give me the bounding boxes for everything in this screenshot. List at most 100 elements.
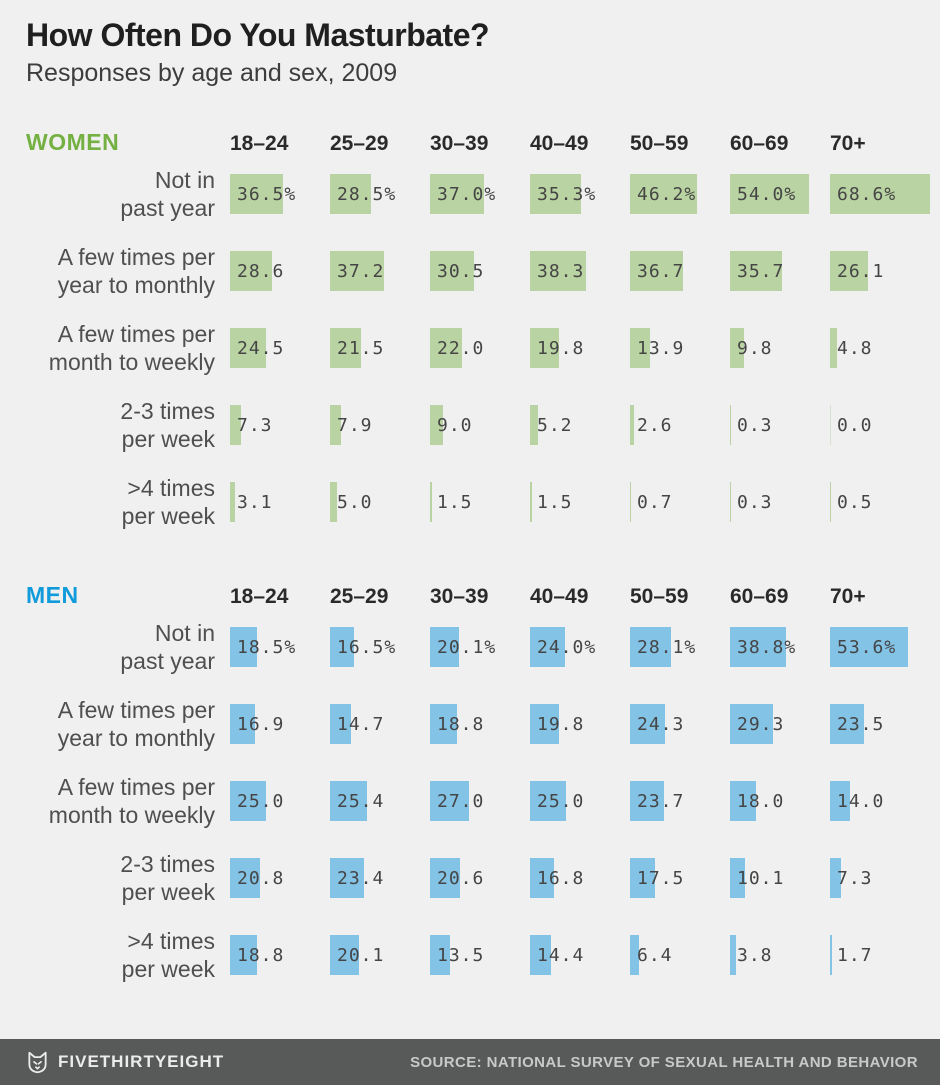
bar — [830, 328, 837, 369]
bar-value: 20.8 — [237, 868, 285, 890]
age-group-header: 18–24 — [230, 132, 289, 156]
bar-cell: 21.5 — [330, 328, 430, 369]
bar — [330, 704, 352, 745]
bar — [630, 704, 666, 745]
row-cells: 18.5% 16.5% 20.1% 24.0% 28.1% 38.8% 53.6% — [230, 627, 930, 668]
row-cells: 3.1 5.0 1.5 1.5 0.7 0.3 0.5 — [230, 482, 930, 523]
row-cells: 16.9 14.7 18.8 19.8 24.3 29.3 23.5 — [230, 704, 930, 745]
section-label-women: WOMEN — [26, 129, 120, 156]
bar-cell: 13.9 — [630, 328, 730, 369]
bar — [830, 704, 865, 745]
bar-cell: 24.3 — [630, 704, 730, 745]
age-group-header: 30–39 — [430, 132, 489, 156]
bar-cell: 5.2 — [530, 405, 630, 446]
bar — [230, 627, 257, 668]
row-label: 2-3 times per week — [120, 850, 215, 906]
bar-cell: 1.7 — [830, 935, 930, 976]
bar-cell: 20.1% — [430, 627, 530, 668]
bar — [530, 174, 582, 215]
bar-cell: 18.8 — [230, 935, 330, 976]
age-group-header: 40–49 — [530, 132, 589, 156]
bar-cell: 18.5% — [230, 627, 330, 668]
section-label-men: MEN — [26, 582, 79, 609]
row-label: Not in past year — [120, 619, 215, 675]
age-group-header: 60–69 — [730, 132, 789, 156]
table-row: >4 times per week 18.8 20.1 13.5 14.4 6.4 3.8 1.… — [0, 925, 940, 1002]
bar-value: 9.0 — [437, 415, 473, 437]
bar — [430, 482, 433, 523]
bar-value: 20.6 — [437, 868, 485, 890]
bar — [430, 251, 475, 292]
row-label: Not in past year — [120, 166, 215, 222]
bar-value: 0.5 — [837, 492, 873, 514]
bar — [530, 858, 555, 899]
bar — [730, 405, 732, 446]
bar — [630, 405, 634, 446]
age-group-header: 50–59 — [630, 585, 689, 609]
fivethirtyeight-fox-icon — [28, 1051, 47, 1073]
bar — [230, 174, 284, 215]
bar-value: 28.5% — [337, 184, 397, 206]
row-label: A few times per year to monthly — [57, 696, 215, 752]
bar — [530, 251, 586, 292]
bar-value: 16.9 — [237, 714, 285, 736]
bar-value: 19.8 — [537, 714, 585, 736]
bar-cell: 6.4 — [630, 935, 730, 976]
bar-value: 1.7 — [837, 945, 873, 967]
bar — [830, 405, 832, 446]
bar-cell: 28.6 — [230, 251, 330, 292]
bar-value: 18.8 — [237, 945, 285, 967]
bar — [830, 251, 868, 292]
bar — [430, 935, 450, 976]
bar-value: 24.5 — [237, 338, 285, 360]
bar-cell: 68.6% — [830, 174, 930, 215]
brand-name: FIVETHIRTYEIGHT — [58, 1052, 225, 1071]
bar-value: 6.4 — [637, 945, 673, 967]
bar-value: 0.3 — [737, 492, 773, 514]
bar-cell: 0.5 — [830, 482, 930, 523]
chart-title: How Often Do You Masturbate? — [26, 17, 490, 53]
bar-cell: 5.0 — [330, 482, 430, 523]
bar — [630, 328, 651, 369]
bar-value: 37.2 — [337, 261, 385, 283]
bar — [630, 935, 640, 976]
bar-value: 36.5% — [237, 184, 297, 206]
bar-cell: 24.0% — [530, 627, 630, 668]
bar — [530, 328, 559, 369]
bar — [230, 704, 255, 745]
bar-cell: 24.5 — [230, 328, 330, 369]
bar — [530, 405, 538, 446]
bar-value: 28.1% — [637, 637, 697, 659]
bar — [330, 482, 338, 523]
bar-value: 18.8 — [437, 714, 485, 736]
row-cells: 20.8 23.4 20.6 16.8 17.5 10.1 7.3 — [230, 858, 930, 899]
bar-cell: 0.0 — [830, 405, 930, 446]
bar — [630, 781, 665, 822]
bar-cell: 30.5 — [430, 251, 530, 292]
bar-value: 0.7 — [637, 492, 673, 514]
bar-cell: 25.0 — [530, 781, 630, 822]
age-group-header: 70+ — [830, 585, 866, 609]
bar — [830, 781, 851, 822]
bar-value: 35.3% — [537, 184, 597, 206]
section-women: WOMEN 18–24 25–29 30–39 40–49 50–59 60–69 70+ No… — [0, 126, 940, 549]
bar — [730, 935, 736, 976]
bar — [830, 935, 833, 976]
table-row: Not in past year 36.5% 28.5% 37.0% 35.3% 46.2%… — [0, 164, 940, 241]
bar-value: 29.3 — [737, 714, 785, 736]
bar-value: 38.3 — [537, 261, 585, 283]
bar-value: 46.2% — [637, 184, 697, 206]
table-row: A few times per month to weekly 25.0 25.4 27… — [0, 771, 940, 848]
bar-value: 14.0 — [837, 791, 885, 813]
bar-value: 23.7 — [637, 791, 685, 813]
bar-cell: 19.8 — [530, 704, 630, 745]
chart-subtitle: Responses by age and sex, 2009 — [26, 59, 398, 88]
bar — [330, 405, 342, 446]
table-row: >4 times per week 3.1 5.0 1.5 1.5 0.7 0.3 0.5 — [0, 472, 940, 549]
bar — [530, 935, 551, 976]
bar-value: 20.1 — [337, 945, 385, 967]
bar-cell: 3.8 — [730, 935, 830, 976]
bar-cell: 27.0 — [430, 781, 530, 822]
bar-cell: 28.1% — [630, 627, 730, 668]
bar — [330, 251, 385, 292]
